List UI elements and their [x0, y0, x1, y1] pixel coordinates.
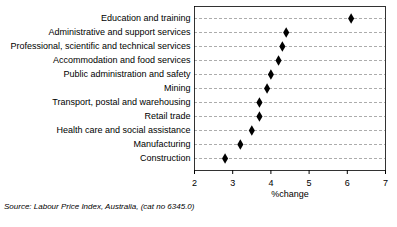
svg-text:5: 5	[307, 178, 312, 188]
svg-text:Retail trade: Retail trade	[144, 111, 190, 121]
svg-text:Administrative and support ser: Administrative and support services	[48, 27, 191, 37]
svg-text:Education and training: Education and training	[101, 13, 191, 23]
svg-text:4: 4	[268, 178, 273, 188]
svg-text:Construction: Construction	[140, 153, 191, 163]
svg-text:Accommodation and food service: Accommodation and food services	[53, 55, 191, 65]
svg-text:2: 2	[192, 178, 197, 188]
svg-text:Public administration and safe: Public administration and safety	[63, 69, 191, 79]
svg-text:6: 6	[345, 178, 350, 188]
svg-text:Transport, postal and warehous: Transport, postal and warehousing	[52, 97, 190, 107]
svg-text:%change: %change	[271, 189, 309, 199]
svg-text:Health care and social assista: Health care and social assistance	[56, 125, 190, 135]
svg-text:7: 7	[383, 178, 388, 188]
html-text:Source: Labour Price Index, Au: Source: Labour Price Index, Australia, (…	[4, 202, 195, 211]
svg-text:3: 3	[230, 178, 235, 188]
svg-text:Professional, scientific and t: Professional, scientific and technical s…	[10, 41, 191, 51]
svg-text:Manufacturing: Manufacturing	[133, 139, 190, 149]
svg-text:Mining: Mining	[164, 83, 191, 93]
